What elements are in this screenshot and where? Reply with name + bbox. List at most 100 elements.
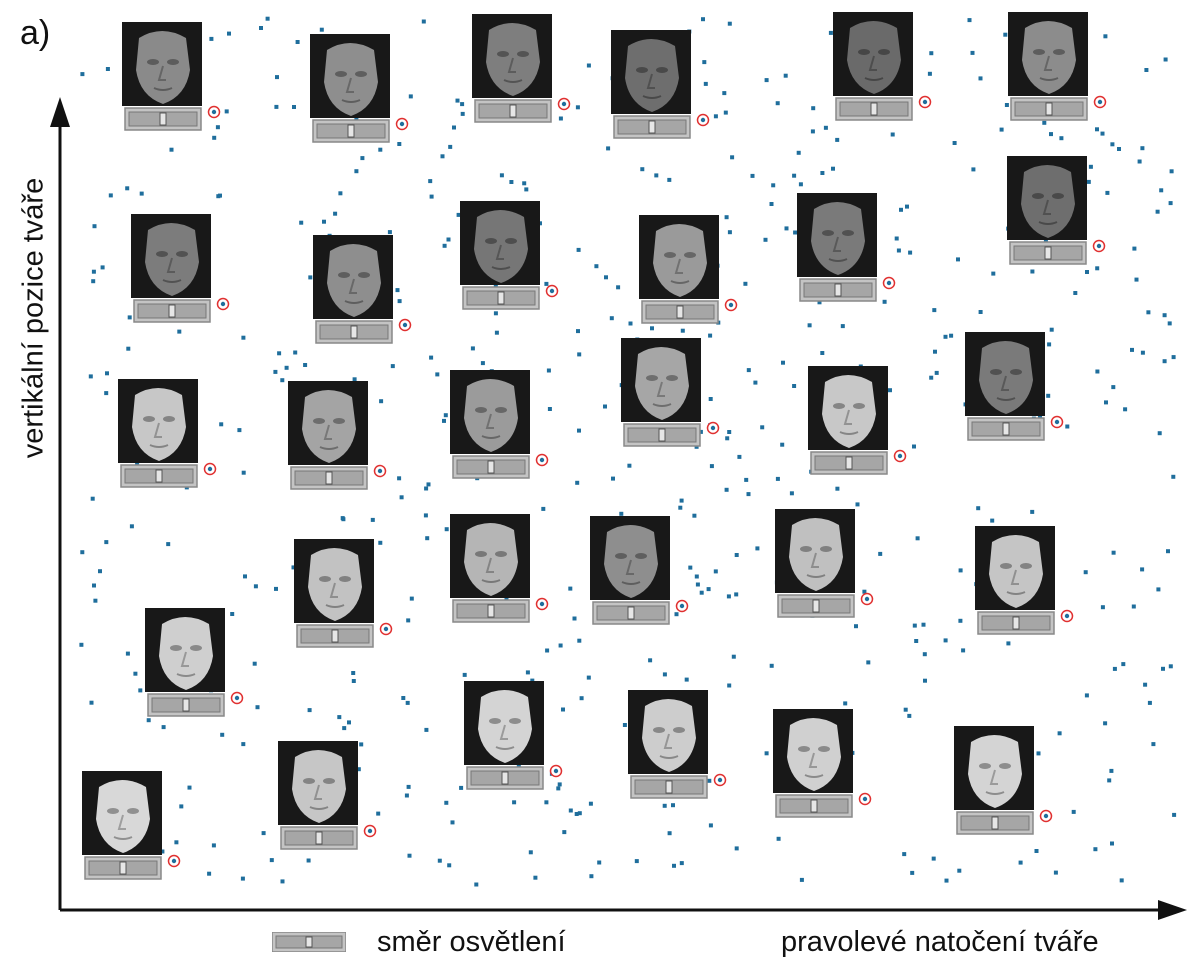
face-eye-right bbox=[1052, 193, 1064, 199]
scatter-dot bbox=[967, 18, 972, 23]
face-image bbox=[968, 735, 1022, 808]
face-image bbox=[478, 690, 532, 763]
scatter-dot bbox=[1143, 682, 1148, 687]
scatter-dot bbox=[460, 102, 465, 107]
highlighted-point bbox=[399, 121, 405, 127]
panel-label: a) bbox=[20, 14, 51, 52]
face-eye-left bbox=[143, 416, 155, 422]
scatter-dot bbox=[1162, 313, 1167, 318]
scatter-dot bbox=[792, 173, 797, 178]
highlighted-point bbox=[377, 468, 383, 474]
lighting-slider-thumb bbox=[991, 816, 999, 830]
scatter-dot bbox=[227, 31, 231, 36]
scatter-dot bbox=[89, 700, 94, 705]
scatter-dot bbox=[724, 487, 729, 492]
scatter-dot bbox=[743, 281, 748, 286]
scatter-dot bbox=[929, 51, 934, 56]
highlighted-point bbox=[710, 425, 716, 431]
scatter-dot bbox=[387, 230, 392, 235]
scatter-dot bbox=[731, 654, 736, 659]
scatter-dot bbox=[684, 677, 689, 682]
scatter-dot bbox=[783, 73, 788, 78]
highlighted-point bbox=[367, 828, 373, 834]
scatter-dot bbox=[425, 536, 430, 541]
scatter-dot bbox=[823, 125, 828, 130]
scatter-dot bbox=[628, 321, 633, 326]
scatter-dot bbox=[255, 705, 260, 710]
scatter-dot bbox=[730, 155, 735, 160]
face-mouth bbox=[1039, 77, 1059, 81]
scatter-dot bbox=[277, 351, 282, 356]
scatter-dot bbox=[275, 75, 279, 80]
scatter-dot bbox=[390, 364, 395, 369]
face-image bbox=[136, 31, 190, 104]
scatter-dot bbox=[435, 372, 440, 377]
scatter-dot bbox=[589, 874, 594, 879]
scatter-dot bbox=[903, 707, 908, 712]
scatter-dot bbox=[397, 142, 402, 146]
scatter-dot bbox=[817, 300, 822, 305]
scatter-dot bbox=[908, 250, 913, 255]
scatter-dot bbox=[622, 723, 627, 727]
scatter-dot bbox=[775, 476, 780, 481]
scatter-dot bbox=[978, 76, 983, 81]
lighting-slider-thumb bbox=[331, 629, 339, 643]
scatter-dot bbox=[820, 351, 825, 355]
lighting-slider-thumb bbox=[1002, 422, 1010, 436]
face-thumbnail bbox=[460, 201, 559, 310]
scatter-dot bbox=[252, 661, 257, 666]
scatter-dot bbox=[769, 202, 774, 206]
face-image bbox=[327, 244, 381, 317]
scatter-dot bbox=[662, 803, 667, 808]
face-nose bbox=[313, 784, 322, 800]
face-thumbnail bbox=[775, 509, 874, 618]
face-thumbnail bbox=[1008, 12, 1107, 121]
scatter-dot bbox=[160, 849, 165, 854]
scatter-dot bbox=[1100, 131, 1105, 136]
legend-label: směr osvětlení bbox=[377, 926, 566, 958]
face-nose bbox=[1043, 55, 1052, 71]
scatter-dot bbox=[1130, 347, 1134, 352]
lighting-slider-thumb bbox=[812, 599, 820, 613]
scatter-dot bbox=[577, 638, 582, 643]
highlighted-point bbox=[1064, 613, 1070, 619]
scatter-dot bbox=[456, 212, 461, 217]
scatter-dot bbox=[1110, 142, 1115, 147]
scatter-dot bbox=[512, 800, 517, 805]
scatter-dot bbox=[619, 511, 624, 516]
face-mouth bbox=[1038, 221, 1058, 225]
face-eye-left bbox=[833, 403, 845, 409]
scatter-dot bbox=[679, 861, 684, 866]
face-mouth bbox=[642, 95, 662, 99]
face-eye-left bbox=[170, 645, 182, 651]
scatter-dot bbox=[125, 186, 130, 191]
scatter-dot bbox=[703, 81, 708, 86]
scatter-dot bbox=[640, 167, 645, 172]
scatter-dot bbox=[999, 127, 1004, 132]
face-eye-left bbox=[990, 369, 1002, 375]
face-mouth bbox=[481, 435, 501, 439]
scatter-dot bbox=[1146, 310, 1151, 315]
scatter-dot bbox=[404, 793, 409, 798]
scatter-dot bbox=[269, 858, 274, 863]
lighting-slider-thumb bbox=[870, 102, 878, 116]
scatter-dot bbox=[862, 589, 867, 594]
scatter-dot bbox=[177, 329, 182, 334]
scatter-dot bbox=[397, 476, 402, 481]
scatter-dot bbox=[174, 840, 179, 845]
scatter-dot bbox=[370, 517, 375, 522]
scatter-dot bbox=[1049, 132, 1053, 137]
face-eye-right bbox=[1010, 369, 1022, 375]
highlighted-point bbox=[549, 288, 555, 294]
lighting-slider-thumb bbox=[1012, 616, 1020, 630]
scatter-dot bbox=[429, 355, 434, 360]
scatter-dot bbox=[91, 269, 96, 274]
face-mouth bbox=[503, 79, 523, 83]
scatter-dot bbox=[1084, 693, 1089, 698]
scatter-dot bbox=[854, 624, 858, 629]
face-eye-left bbox=[979, 763, 991, 769]
scatter-dot bbox=[706, 587, 711, 592]
scatter-dot bbox=[707, 778, 712, 783]
scatter-dot bbox=[1085, 270, 1089, 274]
face-nose bbox=[117, 814, 126, 830]
